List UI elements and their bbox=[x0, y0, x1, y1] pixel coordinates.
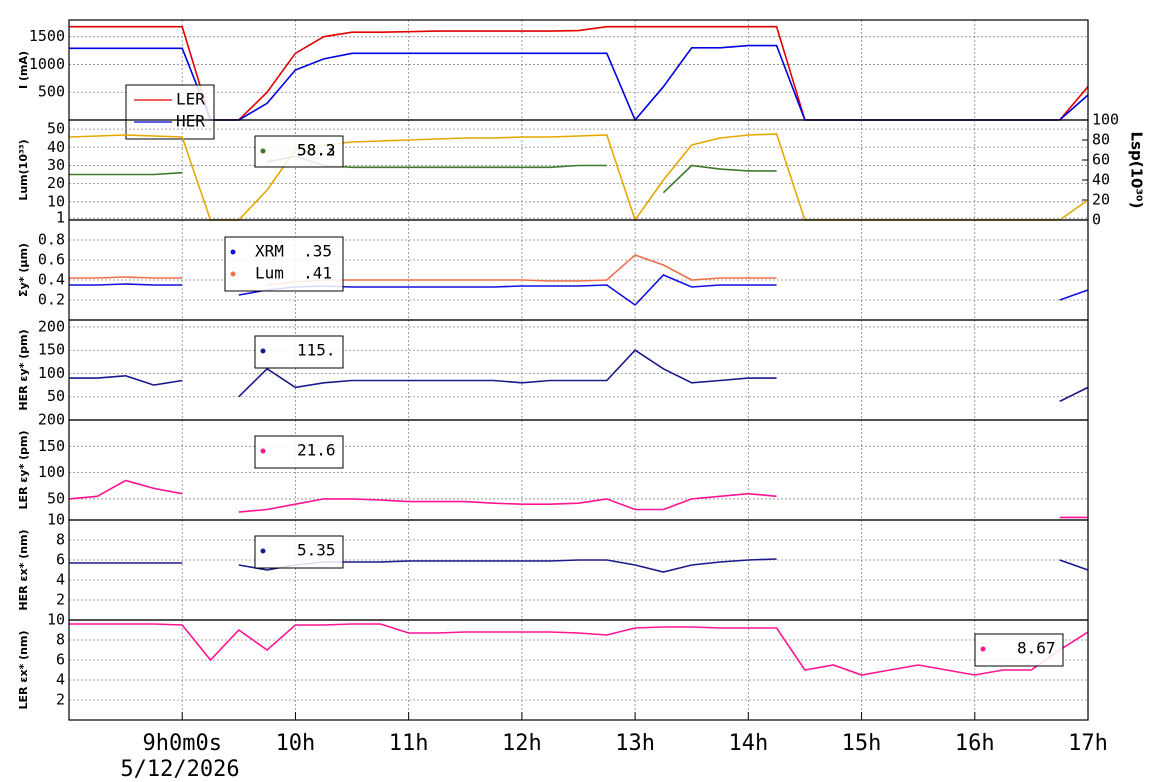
y-tick-label: 4 bbox=[56, 671, 65, 689]
y2-axis-label: Lsp(10³⁰) bbox=[1128, 132, 1146, 209]
y2-tick-label: 100 bbox=[1092, 111, 1119, 129]
y-tick-label: 50 bbox=[47, 387, 65, 405]
y-tick-label: 40 bbox=[47, 138, 65, 156]
x-tick-label: 14h bbox=[728, 731, 768, 756]
y-tick-label: 150 bbox=[38, 341, 65, 359]
y-tick-label: 0.2 bbox=[38, 291, 65, 309]
series-line bbox=[69, 25, 1089, 121]
series-line bbox=[69, 349, 1089, 403]
x-axis-label: 5/12/2026 bbox=[120, 757, 239, 782]
y-tick-label: 0.6 bbox=[38, 251, 65, 269]
panel-frame bbox=[68, 219, 1089, 321]
legend-box bbox=[125, 84, 215, 140]
x-tick-label: 12h bbox=[502, 731, 542, 756]
legend-label: LER bbox=[176, 90, 205, 109]
y-tick-label: 1 bbox=[56, 209, 65, 227]
y-axis-label: Lum(10³³) bbox=[17, 139, 30, 200]
y2-tick-label: 0 bbox=[1092, 211, 1101, 229]
panel-frame bbox=[68, 19, 1089, 121]
legend-label: 58.3 bbox=[297, 141, 336, 160]
legend-label: Lum .41 bbox=[255, 264, 332, 283]
legend-label: 5.35 bbox=[297, 541, 336, 560]
y-tick-label: 10 bbox=[47, 192, 65, 210]
legend-label: HER bbox=[176, 112, 205, 131]
x-tick-label: 10h bbox=[276, 731, 316, 756]
y-tick-label: 200 bbox=[38, 317, 65, 335]
legend-label: 115. bbox=[297, 341, 336, 360]
legend-marker bbox=[260, 348, 266, 354]
series-line bbox=[69, 44, 1089, 122]
y-tick-label: 50 bbox=[47, 489, 65, 507]
y-tick-label: 2 bbox=[56, 591, 65, 609]
y-tick-label: 100 bbox=[38, 364, 65, 382]
x-tick-label: 13h bbox=[615, 731, 655, 756]
legend-label: 58.2 bbox=[297, 141, 336, 160]
y-tick-label: 10 bbox=[47, 511, 65, 529]
legend-label: 8.67 bbox=[1017, 639, 1056, 658]
legend-box bbox=[254, 535, 344, 569]
y-axis-label: LER εx* (nm) bbox=[17, 631, 30, 710]
legend-box bbox=[254, 335, 344, 369]
x-tick-label: 16h bbox=[955, 731, 995, 756]
y2-tick-label: 80 bbox=[1092, 131, 1110, 149]
series-line bbox=[69, 274, 1089, 307]
y-tick-label: 2 bbox=[56, 691, 65, 709]
legend-marker bbox=[260, 548, 266, 554]
y-tick-label: 100 bbox=[38, 463, 65, 481]
x-tick-label: 11h bbox=[389, 731, 429, 756]
y-axis-label: I (mA) bbox=[17, 51, 30, 89]
legend-label: 21.6 bbox=[297, 441, 336, 460]
y-tick-label: 1500 bbox=[29, 27, 65, 45]
legend-box bbox=[254, 435, 344, 469]
y-tick-label: 6 bbox=[56, 551, 65, 569]
y-axis-label: LER εy* (pm) bbox=[17, 430, 30, 509]
y-tick-label: 8 bbox=[56, 631, 65, 649]
y-tick-label: 500 bbox=[38, 83, 65, 101]
legend-box bbox=[974, 633, 1064, 667]
y2-tick-label: 20 bbox=[1092, 191, 1110, 209]
panel-frame bbox=[68, 419, 1089, 521]
panel-frame bbox=[68, 319, 1089, 421]
y-tick-label: 20 bbox=[47, 174, 65, 192]
x-tick-label: 17h bbox=[1068, 731, 1108, 756]
legend-box bbox=[224, 236, 344, 292]
y-tick-label: 150 bbox=[38, 437, 65, 455]
panel-frame bbox=[68, 619, 1089, 721]
legend-box bbox=[254, 135, 344, 168]
legend-marker bbox=[260, 448, 266, 454]
y-tick-label: 4 bbox=[56, 571, 65, 589]
y-tick-label: 0.8 bbox=[38, 231, 65, 249]
y2-tick-label: 60 bbox=[1092, 151, 1110, 169]
series-line bbox=[69, 558, 1089, 573]
y-axis-label: HER εy* (pm) bbox=[17, 329, 30, 410]
y-axis-label: HER εx* (nm) bbox=[17, 529, 30, 610]
y-tick-label: 0.4 bbox=[38, 271, 65, 289]
legend-label: XRM .35 bbox=[255, 242, 332, 261]
series-line bbox=[68, 479, 1088, 519]
y-tick-label: 8 bbox=[56, 531, 65, 549]
x-tick-label: 9h0m0s bbox=[142, 731, 221, 756]
panel-frame bbox=[68, 119, 1089, 221]
y-tick-label: 1000 bbox=[29, 55, 65, 73]
series-line bbox=[69, 623, 1089, 676]
legend-marker bbox=[260, 148, 266, 154]
y-tick-label: 6 bbox=[56, 651, 65, 669]
series-line bbox=[69, 255, 1088, 285]
y2-tick-label: 40 bbox=[1092, 171, 1110, 189]
y-tick-label: 50 bbox=[47, 120, 65, 138]
x-tick-label: 15h bbox=[842, 731, 882, 756]
y-tick-label: 200 bbox=[38, 411, 65, 429]
legend-marker bbox=[230, 271, 236, 277]
series-line bbox=[69, 156, 1088, 192]
legend-marker bbox=[980, 646, 986, 652]
legend-marker bbox=[230, 249, 236, 255]
y-tick-label: 30 bbox=[47, 156, 65, 174]
y-axis-label: Σy* (μm) bbox=[17, 243, 30, 297]
y-tick-label: 10 bbox=[47, 611, 65, 629]
panel-frame bbox=[68, 519, 1089, 621]
